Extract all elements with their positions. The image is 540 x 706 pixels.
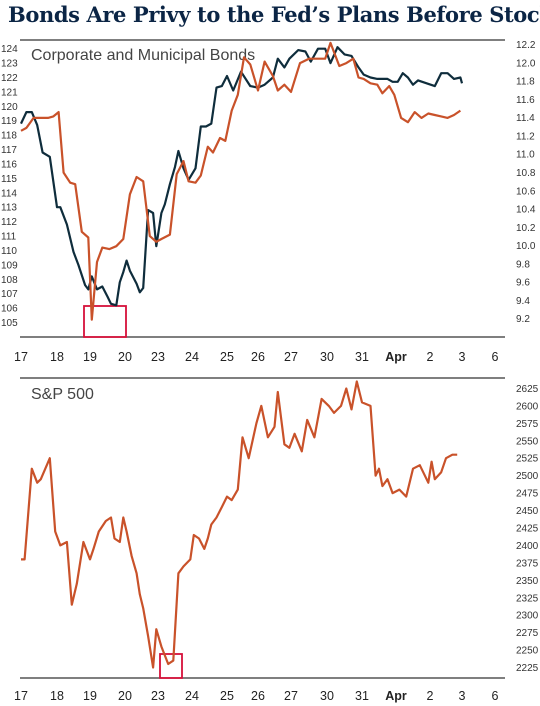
y-left-tick-label: 108 <box>1 275 18 286</box>
y-right-tick-label: 2600 <box>516 401 539 412</box>
x-tick-label: Apr <box>385 689 407 703</box>
x-tick-label: 31 <box>355 689 369 703</box>
y-right-tick-label: 11.2 <box>516 131 535 142</box>
y-left-tick-label: 123 <box>1 59 18 70</box>
y-right-tick-label: 2375 <box>516 558 539 569</box>
y-right-tick-label: 10.6 <box>516 186 536 197</box>
y-right-tick-label: 2325 <box>516 593 539 604</box>
bonds-chart: Corporate and Municipal Bonds 105 106 107 10… <box>1 39 536 364</box>
x-tick-label: Apr <box>385 350 407 364</box>
y-right-tick-label: 11.4 <box>516 113 535 124</box>
y-right-tick-label: 2300 <box>516 611 539 622</box>
x-tick-label: 23 <box>151 689 165 703</box>
y-left-tick-label: 120 <box>1 102 18 113</box>
y-right-tick-label: 2400 <box>516 541 539 552</box>
panel-label: S&P 500 <box>31 386 94 403</box>
y-right-tick-label: 2450 <box>516 506 539 517</box>
x-tick-label: 27 <box>284 689 298 703</box>
y-left-tick-label: 107 <box>1 289 18 300</box>
x-tick-label: 20 <box>118 689 132 703</box>
y-right-tick-label: 2275 <box>516 628 539 639</box>
y-left-tick-label: 111 <box>1 232 17 243</box>
x-tick-label: 30 <box>320 350 334 364</box>
x-tick-label: 27 <box>284 350 298 364</box>
y-left-tick-label: 117 <box>1 145 17 156</box>
chart-title: Bonds Are Privy to the Fed’s Plans Befor… <box>8 2 540 27</box>
sp500-chart: S&P 500222522502275230023252350237524002… <box>14 377 539 703</box>
x-tick-label: 26 <box>251 689 265 703</box>
x-tick-label: 24 <box>185 350 199 364</box>
x-tick-label: 26 <box>251 350 265 364</box>
y-right-tick-label: 11.6 <box>516 95 535 106</box>
x-tick-label: 3 <box>459 689 466 703</box>
x-tick-label: 6 <box>492 689 499 703</box>
highlight-box <box>159 653 183 679</box>
x-tick-label: 31 <box>355 350 369 364</box>
y-right-tick-label: 2350 <box>516 576 539 587</box>
x-tick-label: 19 <box>83 350 97 364</box>
panel-label: Corporate and Municipal Bonds <box>31 47 255 64</box>
y-right-tick-label: 12.0 <box>516 58 536 69</box>
y-right-tick-label: 9.8 <box>516 259 530 270</box>
x-tick-label: 20 <box>118 350 132 364</box>
x-tick-label: 3 <box>459 350 466 364</box>
y-right-tick-label: 9.4 <box>516 296 530 307</box>
y-left-tick-label: 113 <box>1 203 17 214</box>
y-right-tick-label: 2525 <box>516 454 539 465</box>
y-right-tick-label: 10.4 <box>516 205 536 216</box>
y-right-tick-label: 2475 <box>516 489 539 500</box>
x-tick-label: 24 <box>185 689 199 703</box>
y-left-tick-label: 116 <box>1 159 17 170</box>
x-tick-label: 2 <box>427 350 434 364</box>
series-line-orange <box>20 41 462 321</box>
x-tick-label: 30 <box>320 689 334 703</box>
y-left-tick-label: 112 <box>1 217 17 228</box>
y-left-tick-label: 109 <box>1 260 18 271</box>
y-right-tick-label: 2500 <box>516 471 539 482</box>
y-right-tick-label: 10.2 <box>516 223 536 234</box>
y-left-tick-label: 115 <box>1 174 17 185</box>
y-right-tick-label: 11.0 <box>516 150 535 161</box>
y-left-tick-label: 121 <box>1 87 18 98</box>
y-left-tick-label: 118 <box>1 131 17 142</box>
y-left-tick-label: 122 <box>1 73 18 84</box>
y-right-tick-label: 2625 <box>516 384 539 395</box>
y-right-tick-label: 2425 <box>516 524 539 535</box>
y-right-tick-label: 10.0 <box>516 241 536 252</box>
highlight-box <box>83 305 127 338</box>
y-right-tick-label: 2225 <box>516 663 539 674</box>
y-right-tick-label: 2550 <box>516 436 539 447</box>
y-left-tick-label: 124 <box>1 44 18 55</box>
y-right-tick-label: 9.6 <box>516 278 530 289</box>
y-right-tick-label: 12.2 <box>516 40 536 51</box>
y-left-tick-label: 119 <box>1 116 17 127</box>
x-tick-label: 18 <box>50 689 64 703</box>
series-line-orange <box>21 380 458 669</box>
y-right-tick-label: 10.8 <box>516 168 536 179</box>
x-tick-label: 25 <box>220 350 234 364</box>
x-tick-label: 17 <box>14 689 28 703</box>
series-line-navy <box>20 46 464 307</box>
x-tick-label: 2 <box>427 689 434 703</box>
x-tick-label: 19 <box>83 689 97 703</box>
y-right-tick-label: 2250 <box>516 646 539 657</box>
y-left-tick-label: 110 <box>1 246 17 257</box>
y-left-tick-label: 105 <box>1 318 18 329</box>
x-tick-label: 18 <box>50 350 64 364</box>
x-tick-label: 23 <box>151 350 165 364</box>
y-left-tick-label: 114 <box>1 188 17 199</box>
y-right-tick-label: 9.2 <box>516 314 530 325</box>
x-tick-label: 6 <box>492 350 499 364</box>
y-right-tick-label: 2575 <box>516 419 539 430</box>
y-right-tick-label: 11.8 <box>516 77 535 88</box>
x-tick-label: 17 <box>14 350 28 364</box>
x-tick-label: 25 <box>220 689 234 703</box>
y-left-tick-label: 106 <box>1 304 18 315</box>
